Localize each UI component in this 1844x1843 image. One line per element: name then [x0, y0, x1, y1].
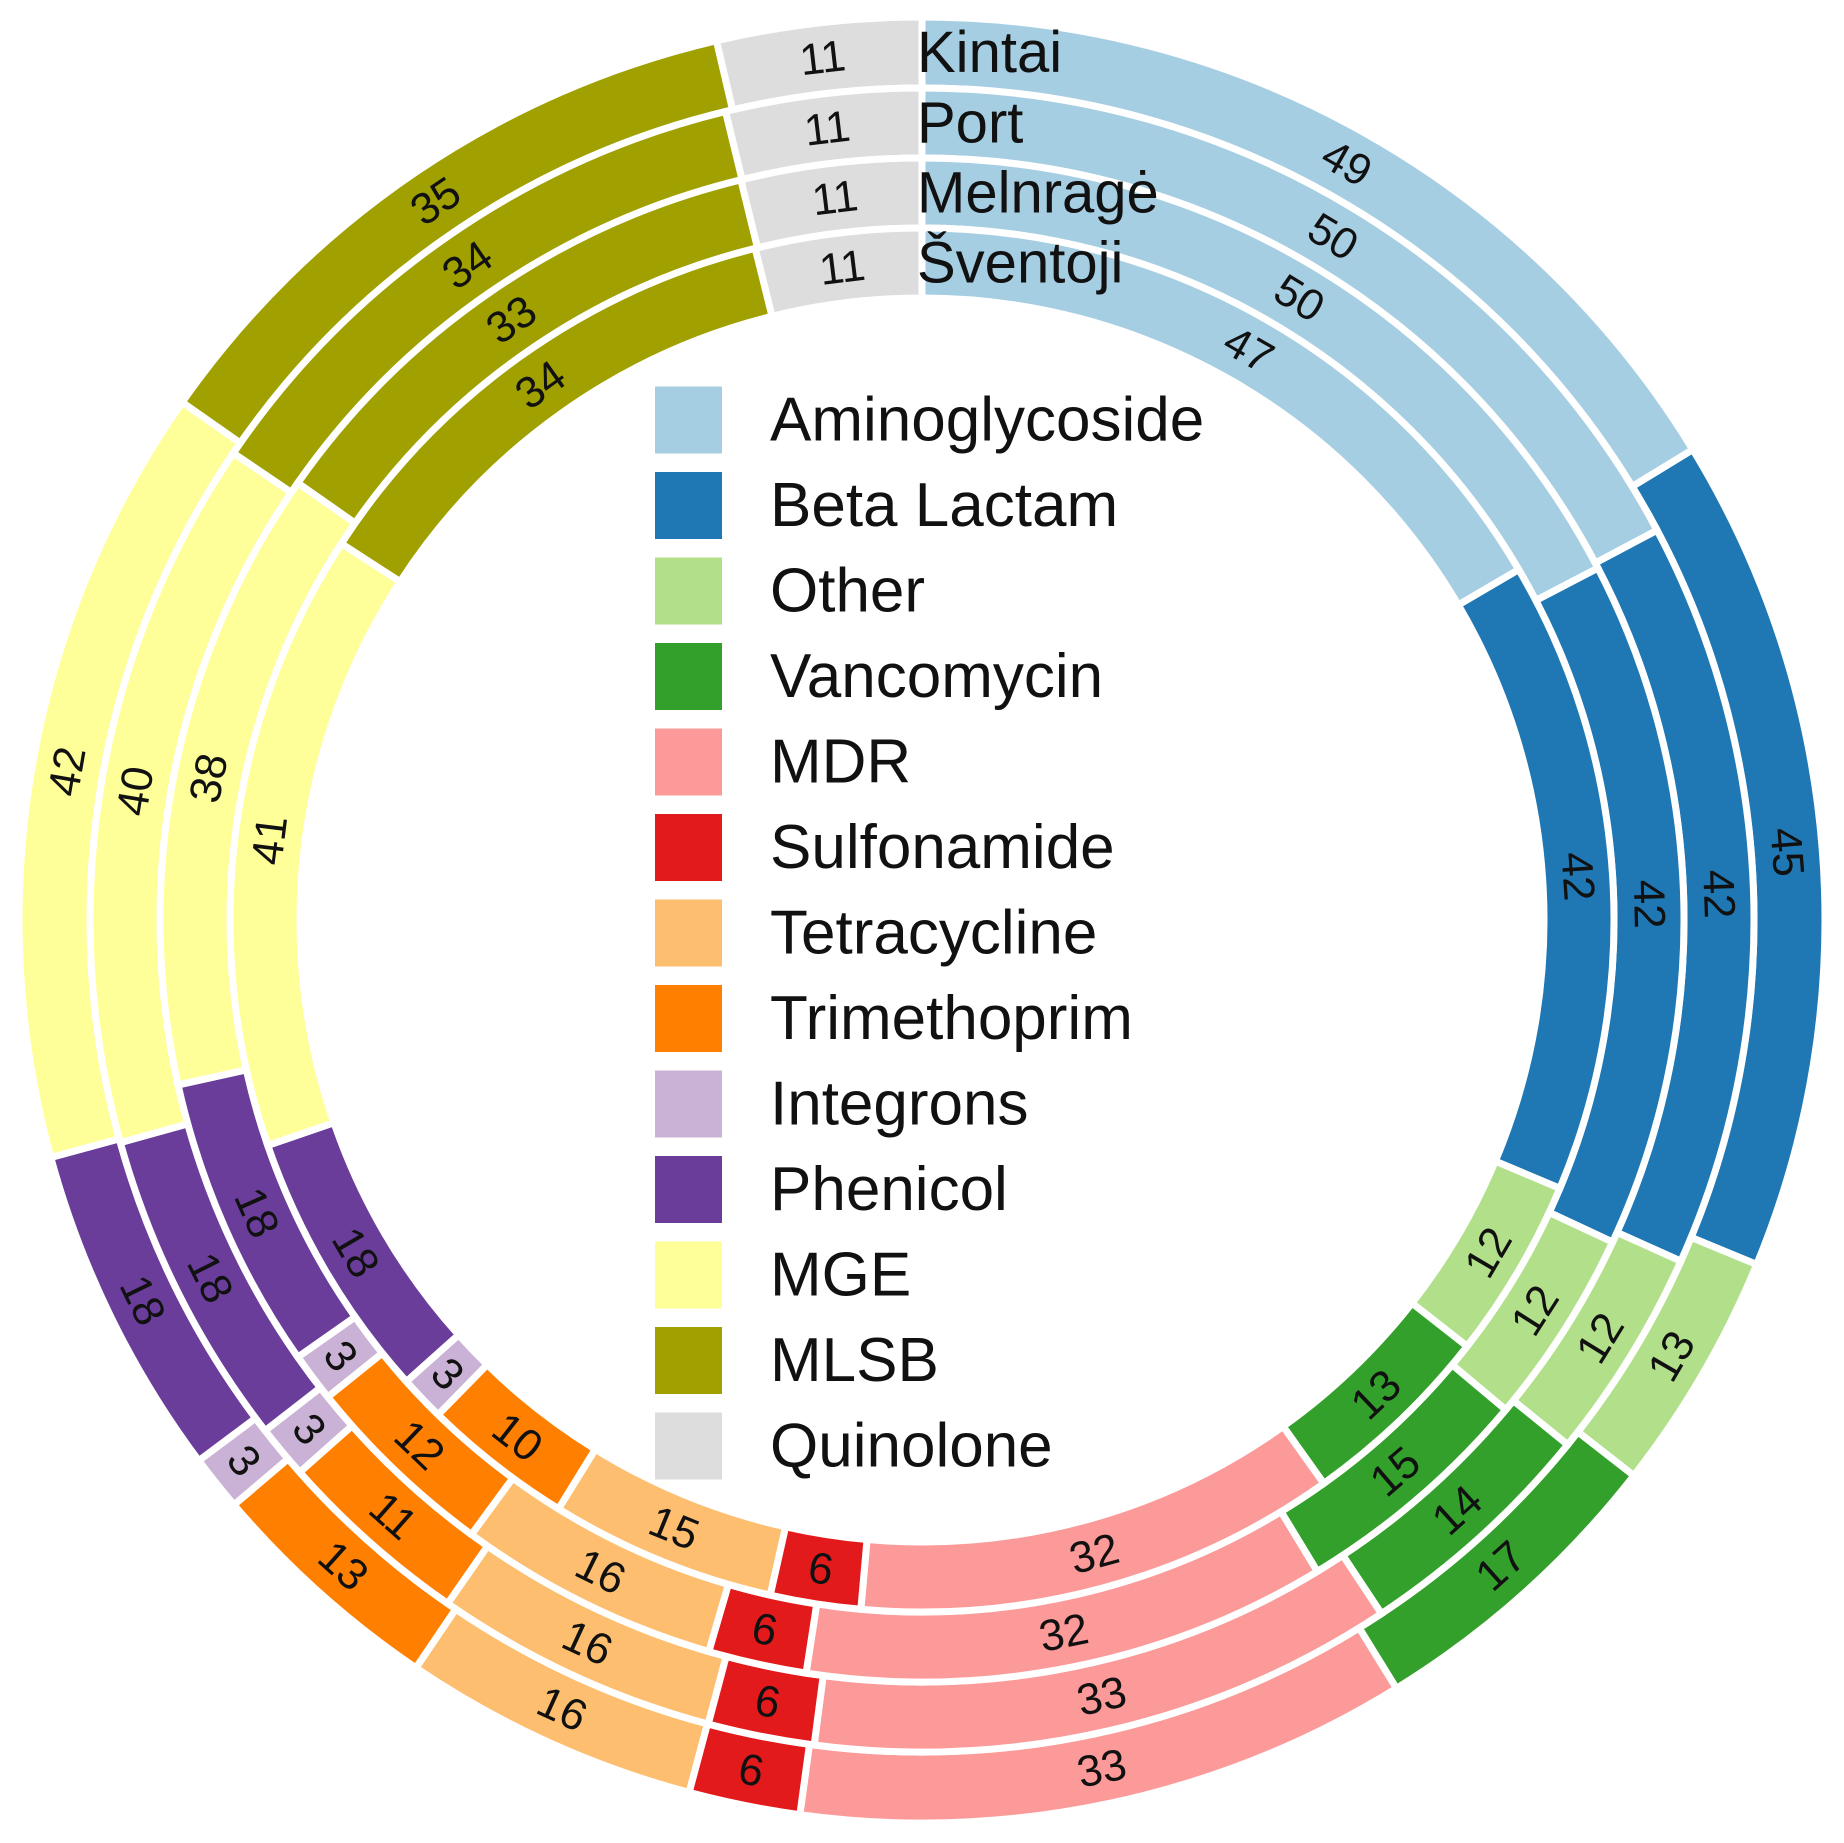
legend-label: Vancomycin	[770, 642, 1103, 711]
segment-value-label: 41	[243, 813, 298, 868]
legend-item-vancomycin: Vancomycin	[655, 642, 1103, 711]
segment-value-label: 11	[817, 241, 868, 295]
legend-swatch	[655, 472, 722, 539]
legend-swatch	[655, 1327, 722, 1394]
legend-label: Phenicol	[770, 1155, 1008, 1224]
segment-value-label: 11	[797, 31, 848, 85]
legend-label: Quinolone	[770, 1412, 1053, 1481]
legend-label: Beta Lactam	[770, 471, 1118, 540]
ring-name-label: Port	[917, 91, 1023, 156]
legend-label: Trimethoprim	[770, 984, 1133, 1053]
legend: Aminoglycoside Beta Lactam Other Vancomycin…	[655, 386, 1204, 1481]
segment-value-label: 42	[1551, 850, 1603, 902]
legend-swatch	[655, 1412, 722, 1480]
legend-item-other: Other	[655, 557, 925, 626]
legend-swatch	[655, 386, 722, 454]
segment-value-label: 42	[39, 743, 96, 800]
legend-label: Other	[770, 557, 925, 626]
segment-value-label: 32	[1035, 1604, 1093, 1662]
legend-swatch	[655, 899, 722, 967]
legend-item-tetracycline: Tetracycline	[655, 899, 1097, 968]
legend-item-phenicol: Phenicol	[655, 1155, 1008, 1224]
legend-swatch	[655, 814, 722, 881]
ring-name-label: Šventoji	[917, 231, 1123, 296]
legend-swatch	[655, 643, 722, 710]
segment-value-label: 40	[107, 763, 163, 819]
segment-value-label: 42	[1624, 879, 1674, 929]
ring-name-label: Melnragė	[917, 161, 1159, 226]
legend-label: Tetracycline	[770, 899, 1097, 968]
rings-layer: 4945131733616133184235115042121433616113…	[15, 13, 1829, 1827]
legend-item-aminoglycoside: Aminoglycoside	[655, 386, 1204, 455]
legend-swatch	[655, 985, 722, 1052]
legend-item-mge: MGE	[655, 1241, 911, 1310]
legend-item-sulfonamide: Sulfonamide	[655, 813, 1115, 882]
segment-value-label: 42	[1693, 869, 1744, 920]
legend-label: MLSB	[770, 1326, 939, 1395]
segment-value-label: 33	[1073, 1740, 1131, 1798]
legend-label: MDR	[770, 728, 911, 797]
ring-name-label: Kintai	[917, 20, 1062, 85]
legend-item-trimethoprim: Trimethoprim	[655, 984, 1133, 1053]
segment-value-label: 38	[180, 749, 238, 807]
segment-value-label: 11	[809, 171, 860, 225]
legend-item-integrons: Integrons	[655, 1070, 1029, 1139]
legend-swatch	[655, 557, 722, 625]
segment-value-label: 11	[802, 102, 853, 156]
legend-swatch	[655, 1156, 722, 1223]
legend-item-mlsb: MLSB	[655, 1326, 939, 1395]
legend-item-quinolone: Quinolone	[655, 1412, 1053, 1481]
legend-swatch	[655, 728, 722, 796]
segment-sventoji-quinolone	[751, 224, 926, 321]
legend-swatch	[655, 1241, 722, 1309]
legend-label: Sulfonamide	[770, 813, 1115, 882]
legend-item-mdr: MDR	[655, 728, 911, 797]
legend-swatch	[655, 1070, 722, 1138]
legend-item-beta-lactam: Beta Lactam	[655, 471, 1118, 540]
legend-label: Aminoglycoside	[770, 386, 1204, 455]
segment-value-label: 45	[1760, 826, 1813, 879]
legend-label: Integrons	[770, 1070, 1029, 1139]
legend-label: MGE	[770, 1241, 911, 1310]
segment-value-label: 33	[1072, 1667, 1131, 1726]
